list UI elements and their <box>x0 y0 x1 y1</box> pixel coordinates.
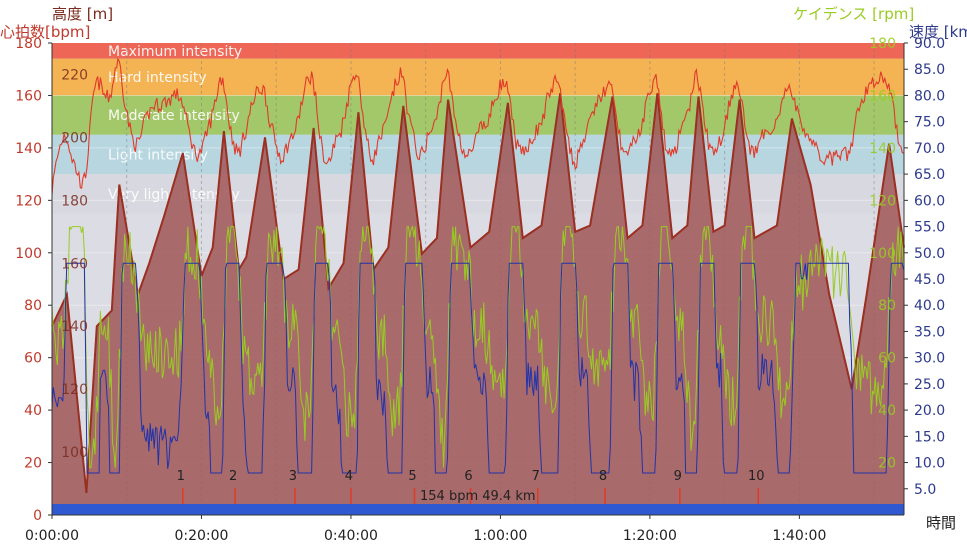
heart-rate-axis-title: 心拍数[bpm] <box>0 23 90 41</box>
zone-band <box>52 134 904 175</box>
hr-tick-label: 80 <box>24 298 42 314</box>
lap-label: 7 <box>532 469 540 484</box>
speed-tick-label: 55.0 <box>914 220 945 236</box>
lap-label: 1 <box>177 469 185 484</box>
lap-label: 8 <box>599 469 607 484</box>
lap-label: 10 <box>748 469 765 484</box>
time-tick-label: 1:00:00 <box>473 528 527 544</box>
time-tick-label: 1:20:00 <box>623 528 677 544</box>
axes: 0204060801001201401601801001201401601802… <box>15 36 945 544</box>
speed-tick-label: 60.0 <box>914 193 945 209</box>
hr-tick-label: 60 <box>24 351 42 367</box>
speed-tick-label: 75.0 <box>914 115 945 131</box>
speed-tick-label: 90.0 <box>914 36 945 52</box>
speed-axis-title: 速度 [km/h] <box>909 23 967 41</box>
summary-annotation: 154 bpm 49.4 km <box>420 489 536 504</box>
altitude-tick-label: 160 <box>61 256 88 272</box>
altitude-line <box>51 93 905 494</box>
speed-tick-label: 70.0 <box>914 141 945 157</box>
speed-tick-label: 15.0 <box>914 429 945 445</box>
time-tick-label: 0:00:00 <box>25 528 79 544</box>
speed-tick-label: 20.0 <box>914 403 945 419</box>
cadence-tick-label: 160 <box>869 88 896 104</box>
lap-label: 2 <box>229 469 237 484</box>
zone-label: Hard intensity <box>108 70 207 86</box>
cadence-tick-label: 100 <box>869 246 896 262</box>
altitude-axis-title: 高度 [m] <box>52 5 113 23</box>
altitude-tick-label: 200 <box>61 130 88 146</box>
speed-tick-label: 65.0 <box>914 167 945 183</box>
cadence-axis-title: ケイデンス [rpm] <box>793 5 914 23</box>
zone-label: Maximum intensity <box>108 44 242 60</box>
cadence-tick-label: 80 <box>878 298 896 314</box>
zone-label: Light intensity <box>108 147 208 163</box>
hr-tick-label: 40 <box>24 403 42 419</box>
altitude-tick-label: 140 <box>61 319 88 335</box>
altitude-tick-label: 100 <box>61 445 88 461</box>
cadence-tick-label: 120 <box>869 193 896 209</box>
cadence-tick-label: 20 <box>878 456 896 472</box>
altitude-tick-label: 120 <box>61 382 88 398</box>
zone-band <box>52 43 904 59</box>
cadence-tick-label: 180 <box>869 36 896 52</box>
zone-band <box>52 174 904 214</box>
cadence-tick-label: 60 <box>878 351 896 367</box>
hr-tick-label: 180 <box>15 36 42 52</box>
heart-rate-line <box>51 57 904 196</box>
hr-tick-label: 120 <box>15 193 42 209</box>
speed-tick-label: 35.0 <box>914 324 945 340</box>
intensity-zones: Maximum intensity Hard intensity Moderate … <box>52 43 904 214</box>
time-tick-label: 0:20:00 <box>174 528 228 544</box>
speed-tick-label: 5.0 <box>914 482 936 498</box>
cadence-tick-label: 140 <box>869 141 896 157</box>
altitude-tick-label: 220 <box>61 67 88 83</box>
speed-tick-label: 45.0 <box>914 272 945 288</box>
time-axis-title: 時間 <box>926 514 956 532</box>
lap-label: 6 <box>464 469 472 484</box>
hr-tick-label: 160 <box>15 88 42 104</box>
zone-band <box>52 58 904 96</box>
speed-tick-label: 10.0 <box>914 456 945 472</box>
speed-tick-label: 30.0 <box>914 351 945 367</box>
hr-tick-label: 20 <box>24 456 42 472</box>
lap-label: 3 <box>289 469 297 484</box>
speed-tick-label: 85.0 <box>914 62 945 78</box>
zone-label: Moderate intensity <box>108 108 240 124</box>
hr-tick-label: 0 <box>33 508 42 524</box>
lap-label: 4 <box>345 469 353 484</box>
zone-band <box>52 95 904 135</box>
cadence-tick-label: 40 <box>878 403 896 419</box>
hr-tick-label: 140 <box>15 141 42 157</box>
lap-markers: 1 2 3 4 5 6 7 8 9 10 <box>177 469 765 504</box>
speed-tick-label: 25.0 <box>914 377 945 393</box>
speed-tick-label: 40.0 <box>914 298 945 314</box>
lap-label: 5 <box>408 469 416 484</box>
hr-tick-label: 100 <box>15 246 42 262</box>
time-tick-label: 1:40:00 <box>772 528 826 544</box>
speed-tick-label: 50.0 <box>914 246 945 262</box>
altitude-area <box>52 93 904 516</box>
altitude-tick-label: 180 <box>61 193 88 209</box>
lap-label: 9 <box>674 469 682 484</box>
cadence-line <box>51 225 905 469</box>
speed-line <box>51 262 905 474</box>
speed-tick-label: 80.0 <box>914 88 945 104</box>
bottom-bar <box>52 504 904 515</box>
time-tick-label: 0:40:00 <box>324 528 378 544</box>
